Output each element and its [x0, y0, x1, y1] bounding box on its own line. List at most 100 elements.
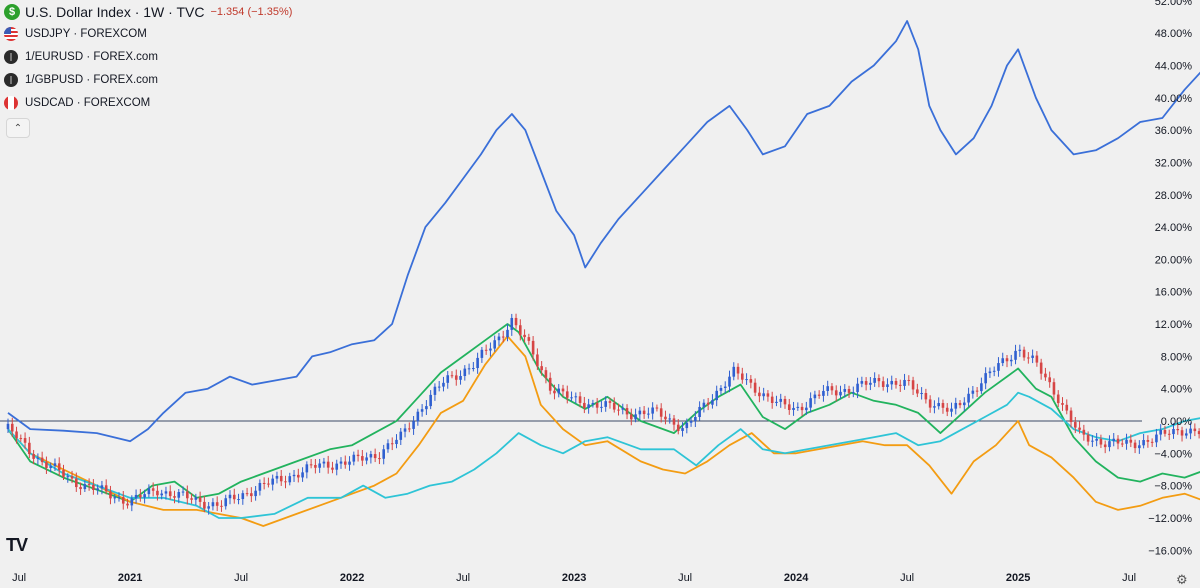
candle-body: [177, 492, 181, 498]
candle-body: [1035, 355, 1039, 363]
candle-body: [215, 502, 219, 506]
candle-body: [847, 389, 851, 393]
candle-body: [23, 438, 27, 443]
candle-body: [783, 398, 787, 405]
collapse-legend-button[interactable]: ⌃: [6, 118, 30, 138]
candle-body: [32, 454, 35, 459]
legend-item-usdcad[interactable]: USDCAD · FOREXCOM: [4, 91, 292, 114]
series-usdcad-forexcom: [7, 391, 1200, 519]
candle-body: [437, 386, 441, 388]
legend-item-label: 1/GBPUSD · FOREX.com: [25, 73, 158, 86]
legend-main-symbol[interactable]: $ U.S. Dollar Index · 1W · TVC −1.354 (−…: [4, 2, 292, 22]
candle-body: [775, 401, 778, 403]
candle-body: [715, 390, 718, 401]
candle-body: [753, 382, 757, 393]
y-tick-label: 16.00%: [1155, 287, 1193, 299]
candle-body: [1163, 430, 1167, 434]
candle-body: [719, 388, 723, 391]
candle-body: [309, 464, 313, 466]
candle-body: [237, 499, 240, 501]
main-symbol-change: −1.354 (−1.35%): [210, 6, 293, 18]
y-tick-label: 48.00%: [1155, 28, 1193, 40]
candle-body: [484, 349, 488, 351]
candle-body: [326, 461, 330, 468]
candle-body: [527, 337, 531, 341]
candle-body: [1044, 373, 1047, 378]
candle-body: [53, 463, 57, 466]
candle-body: [672, 418, 676, 425]
candle-body: [1150, 441, 1154, 443]
candle-body: [963, 402, 966, 406]
candle-body: [1159, 430, 1162, 435]
candle-body: [877, 378, 881, 382]
candle-body: [446, 375, 450, 383]
candle-body: [6, 423, 10, 430]
candle-body: [10, 423, 14, 432]
candle-body: [557, 388, 561, 394]
candle-body: [420, 409, 424, 412]
candle-body: [1095, 438, 1098, 441]
candle-body: [1065, 404, 1069, 411]
candle-body: [813, 394, 817, 399]
y-tick-label: −4.00%: [1154, 448, 1192, 460]
candle-body: [1197, 431, 1200, 435]
candle-body: [1185, 433, 1188, 436]
candle-body: [548, 377, 552, 391]
candle-body: [442, 382, 445, 387]
candle-body: [869, 382, 872, 385]
candle-body: [711, 400, 714, 405]
candle-body: [1189, 428, 1192, 434]
candle-body: [830, 386, 834, 391]
legend-item-usdjpy[interactable]: USDJPY · FOREXCOM: [4, 22, 292, 45]
candle-body: [224, 498, 228, 507]
candle-body: [429, 394, 432, 407]
candle-body: [544, 370, 548, 378]
candle-body: [702, 402, 706, 407]
candle-body: [839, 391, 842, 396]
candle-body: [356, 454, 360, 457]
legend-item-eurusd[interactable]: 1/EURUSD · FOREX.com: [4, 45, 292, 68]
candle-body: [920, 393, 923, 395]
candle-body: [454, 375, 458, 380]
candle-body: [463, 368, 467, 377]
candle-body: [314, 465, 317, 468]
candle-body: [181, 491, 185, 493]
gear-icon[interactable]: ⚙: [1176, 572, 1188, 587]
candle-body: [1056, 394, 1060, 404]
candle-body: [19, 438, 23, 440]
candle-body: [1138, 445, 1141, 449]
candle-body: [279, 475, 283, 482]
candle-body: [800, 406, 804, 411]
candle-body: [796, 406, 800, 408]
y-tick-label: 40.00%: [1155, 93, 1193, 105]
candle-body: [164, 491, 168, 494]
candle-body: [600, 406, 603, 408]
candle-body: [937, 403, 940, 407]
candle-body: [630, 414, 633, 420]
candle-body: [425, 406, 428, 410]
legend-item-gbpusd[interactable]: 1/GBPUSD · FOREX.com: [4, 68, 292, 91]
candle-body: [1193, 428, 1197, 432]
candle-body: [241, 493, 245, 500]
candle-body: [288, 476, 292, 483]
legend: $ U.S. Dollar Index · 1W · TVC −1.354 (−…: [4, 2, 292, 114]
candle-body: [271, 478, 274, 485]
candle-body: [792, 407, 795, 410]
candle-body: [45, 462, 48, 468]
x-tick-label: Jul: [12, 572, 26, 584]
y-tick-label: 36.00%: [1155, 125, 1193, 137]
candle-body: [881, 381, 885, 387]
candle-body: [467, 368, 471, 370]
y-tick-label: 32.00%: [1155, 157, 1193, 169]
candle-body: [676, 424, 680, 431]
candle-body: [40, 457, 44, 463]
y-tick-label: 0.00%: [1161, 416, 1192, 428]
candle-body: [907, 379, 911, 381]
candle-body: [207, 506, 210, 509]
candle-body: [62, 470, 65, 477]
candle-body: [980, 383, 983, 392]
candle-body: [190, 498, 193, 500]
candle-body: [992, 370, 996, 372]
candle-body: [395, 439, 398, 445]
